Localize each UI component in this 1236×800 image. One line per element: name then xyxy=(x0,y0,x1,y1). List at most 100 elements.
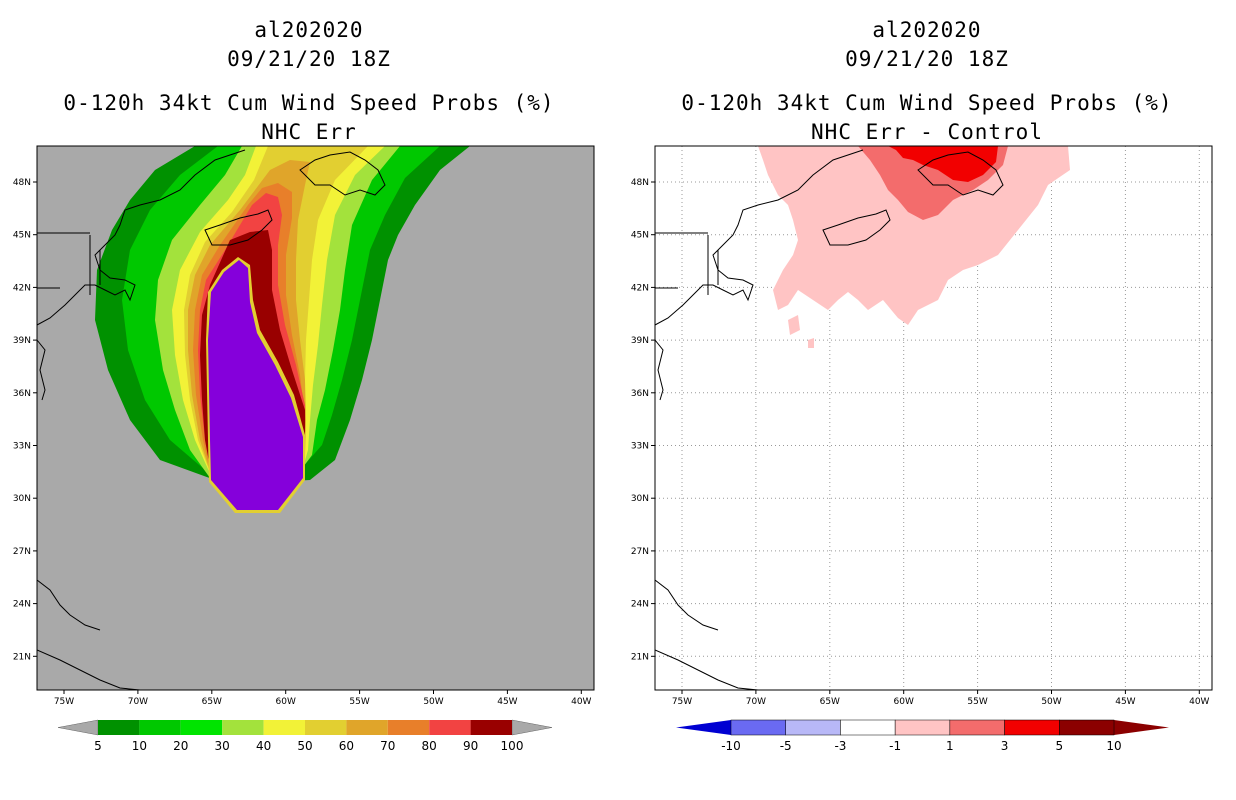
colorbar-label: -5 xyxy=(780,739,792,753)
lat-label: 42N xyxy=(631,283,649,293)
lat-label: 48N xyxy=(13,178,31,188)
colorbar-box xyxy=(840,719,896,736)
colorbar-label: 50 xyxy=(297,739,312,753)
lat-label: 45N xyxy=(13,231,31,241)
colorbar-label: -1 xyxy=(889,739,901,753)
colorbar-label: 100 xyxy=(501,739,524,753)
colorbar-box xyxy=(305,720,347,735)
lat-label: 27N xyxy=(13,547,31,557)
gridlines xyxy=(655,146,1212,690)
lon-label: 60W xyxy=(894,697,914,707)
product-title: 0-120h 34kt Cum Wind Speed Probs (%) xyxy=(681,91,1173,115)
colorbar-box xyxy=(470,720,512,735)
lat-label: 30N xyxy=(13,494,31,504)
colorbar-box xyxy=(894,719,951,736)
colorbar-label: 30 xyxy=(215,739,230,753)
colorbar-label: -10 xyxy=(721,739,741,753)
left-panel: al202020 09/21/20 18Z 0-120h 34kt Cum Wi… xyxy=(13,18,595,753)
colorbar-label: 3 xyxy=(1001,739,1009,753)
colorbar-label: 80 xyxy=(422,739,437,753)
lon-label: 55W xyxy=(967,697,987,707)
colorbar-arrow-low xyxy=(57,719,99,736)
colorbar-box xyxy=(263,720,305,735)
lon-label: 75W xyxy=(672,697,692,707)
colorbar-arrow-high xyxy=(511,719,553,736)
lon-label: 50W xyxy=(423,697,443,707)
colorbar-box xyxy=(222,720,264,735)
lon-label: 50W xyxy=(1041,697,1061,707)
lon-label: 65W xyxy=(820,697,840,707)
coastlines xyxy=(37,149,386,690)
colorbar-box xyxy=(98,720,140,735)
probability-swath xyxy=(37,146,470,690)
colorbar-label: -3 xyxy=(834,739,846,753)
lon-label: 45W xyxy=(497,697,517,707)
colorbar-box xyxy=(346,720,388,735)
map-border xyxy=(654,145,1213,691)
colorbar-label: 10 xyxy=(132,739,147,753)
colorbar-label: 70 xyxy=(380,739,395,753)
colorbar-label: 40 xyxy=(256,739,271,753)
colorbar-label: 10 xyxy=(1106,739,1121,753)
lat-label: 30N xyxy=(631,494,649,504)
coastlines xyxy=(655,149,1004,690)
colorbar: -10 -5 -3 -1 1 3 5 10 xyxy=(676,719,1169,753)
lat-label: 42N xyxy=(13,283,31,293)
colorbar-box xyxy=(949,719,1005,736)
lon-label: 55W xyxy=(349,697,369,707)
lat-label: 33N xyxy=(13,442,31,452)
forecast-datetime: 09/21/20 18Z xyxy=(227,47,391,71)
colorbar-label: 5 xyxy=(1055,739,1063,753)
lat-label: 48N xyxy=(631,178,649,188)
lat-label: 39N xyxy=(13,336,31,346)
lon-label: 65W xyxy=(202,697,222,707)
colorbar-box xyxy=(785,719,841,736)
lat-label: 36N xyxy=(13,389,31,399)
lon-label: 70W xyxy=(128,697,148,707)
colorbar-box xyxy=(1004,719,1060,736)
map-figure: 48N 45N 42N 39N 36N 33N 30N 27N 24N 21N 75W 70W 65W 6… xyxy=(631,145,1213,753)
forecast-datetime: 09/21/20 18Z xyxy=(845,47,1009,71)
lon-label: 60W xyxy=(276,697,296,707)
colorbar-box xyxy=(180,720,223,735)
diff-speck xyxy=(788,315,814,348)
colorbar: 5 10 20 30 40 50 60 70 80 90 100 xyxy=(57,719,553,753)
lat-label: 45N xyxy=(631,231,649,241)
contour-100 xyxy=(208,260,303,510)
lat-label: 24N xyxy=(13,600,31,610)
colorbar-arrow-low xyxy=(676,720,731,735)
colorbar-label: 5 xyxy=(94,739,102,753)
storm-id: al202020 xyxy=(872,18,982,42)
colorbar-box xyxy=(139,720,181,735)
product-title: 0-120h 34kt Cum Wind Speed Probs (%) xyxy=(63,91,555,115)
colorbar-box xyxy=(429,720,471,735)
right-panel: al202020 09/21/20 18Z 0-120h 34kt Cum Wi… xyxy=(618,0,1236,800)
lon-label: 40W xyxy=(571,697,591,707)
axis-labels: 48N 45N 42N 39N 36N 33N 30N 27N 24N 21N 75W 70W 65W 6… xyxy=(13,178,592,707)
colorbar-label: 20 xyxy=(173,739,188,753)
lat-label: 33N xyxy=(631,442,649,452)
diff-region-5-10 xyxy=(888,146,998,182)
colorbar-arrow-high xyxy=(1114,720,1169,735)
storm-id: al202020 xyxy=(254,18,364,42)
lat-label: 21N xyxy=(631,652,649,662)
axis-labels: 48N 45N 42N 39N 36N 33N 30N 27N 24N 21N 75W 70W 65W 6… xyxy=(631,178,1210,707)
colorbar-label: 60 xyxy=(339,739,354,753)
lat-label: 24N xyxy=(631,600,649,610)
map-border xyxy=(36,145,595,691)
colorbar-label: 90 xyxy=(463,739,478,753)
map-figure: 48N 45N 42N 39N 36N 33N 30N 27N 24N 21N 75W 70W 65W 6… xyxy=(13,145,595,753)
lon-label: 75W xyxy=(54,697,74,707)
lat-label: 36N xyxy=(631,389,649,399)
lat-label: 27N xyxy=(631,547,649,557)
colorbar-label: 1 xyxy=(946,739,954,753)
diff-region-1-3 xyxy=(758,146,1070,325)
colorbar-box xyxy=(730,719,786,736)
colorbar-box xyxy=(387,720,430,735)
panel-subtitle: NHC Err xyxy=(261,120,357,144)
lon-label: 40W xyxy=(1189,697,1209,707)
difference-field xyxy=(655,146,1070,690)
panel-subtitle: NHC Err - Control xyxy=(811,120,1043,144)
lon-label: 45W xyxy=(1115,697,1135,707)
colorbar-box xyxy=(1059,719,1115,736)
